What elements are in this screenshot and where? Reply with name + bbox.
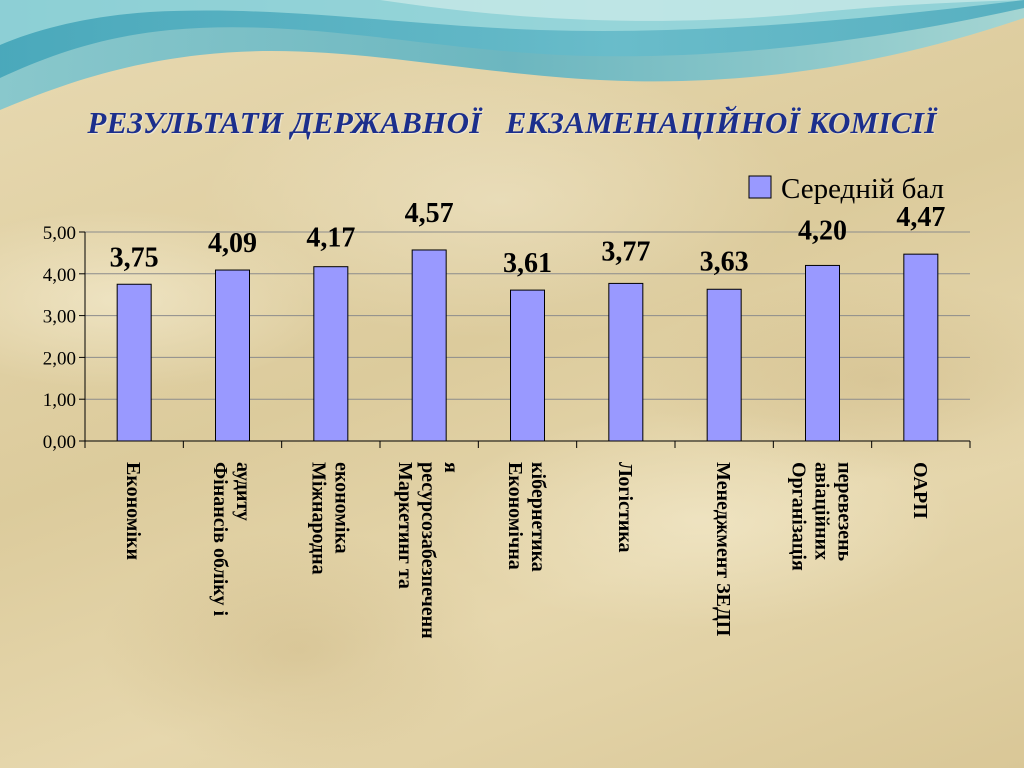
data-label: 3,77 (601, 236, 650, 267)
data-labels: 3,75 4,09 4,17 4,57 3,61 3,77 3,63 4,20 4,47 (110, 198, 946, 279)
y-tick-label: 2,00 (43, 348, 76, 369)
category-label: Економічна кібернетика (504, 462, 549, 572)
category-label-line: ресурсозабезпеченн (417, 462, 439, 639)
legend-label: Середній бал (781, 173, 944, 205)
y-tick-label: 5,00 (43, 223, 76, 244)
category-labels: Економіки Фінансів обліку і аудиту Міжнарод… (122, 462, 931, 639)
data-label: 3,61 (503, 248, 552, 279)
category-label-line: ОАРП (909, 462, 931, 519)
bar (608, 282, 644, 442)
category-label: Менеджмент ЗЕДП (712, 462, 734, 637)
data-label: 4,09 (208, 228, 257, 259)
category-label: Економіки (122, 462, 144, 560)
bars (116, 249, 939, 442)
category-label: Фінансів обліку і аудиту (209, 462, 254, 617)
category-label: ОАРП (909, 462, 931, 519)
category-label-line: Логістика (614, 462, 636, 553)
bar (510, 289, 545, 442)
data-label: 3,63 (700, 246, 749, 277)
bar (215, 269, 250, 442)
bar (116, 283, 152, 442)
category-label-line: авіаційних (811, 462, 833, 560)
y-tick-label: 3,00 (43, 307, 76, 328)
category-label-line: Маркетинг та (394, 462, 416, 589)
category-label: Організація авіаційних перевезень (788, 462, 856, 571)
category-label-line: Економіки (122, 462, 144, 560)
y-tick-label: 0,00 (43, 432, 76, 453)
data-label: 3,75 (110, 242, 159, 273)
data-label: 4,17 (306, 223, 355, 254)
category-label: Маркетинг та ресурсозабезпеченн я (394, 462, 462, 639)
page-title: РЕЗУЛЬТАТИ ДЕРЖАВНОЇ ЕКЗАМЕНАЦІЙНОЇ КОМІ… (87, 105, 937, 140)
category-label-line: я (440, 462, 462, 473)
wave-decoration (0, 0, 1024, 110)
category-label-line: Організація (788, 462, 810, 571)
category-label-line: кібернетика (527, 462, 549, 572)
legend-swatch (748, 175, 772, 199)
data-label: 4,20 (798, 215, 847, 246)
category-label-line: Економічна (504, 462, 526, 570)
axes: 0,00 1,00 2,00 3,00 4,00 5,00 (43, 223, 971, 453)
bar (411, 249, 447, 442)
category-label-line: перевезень (834, 462, 856, 562)
data-label: 4,57 (405, 198, 454, 229)
category-label-line: Фінансів обліку і (209, 462, 231, 617)
category-label-line: Міжнародна (307, 462, 329, 575)
legend: Середній бал (748, 173, 944, 205)
bar (313, 266, 349, 442)
category-label-line: економіка (330, 462, 352, 554)
bar (805, 264, 840, 442)
bar (903, 253, 939, 442)
data-label: 4,47 (896, 202, 945, 233)
bar (706, 288, 742, 442)
y-tick-label: 4,00 (43, 265, 76, 286)
y-tick-label: 1,00 (43, 390, 76, 411)
category-label: Міжнародна економіка (307, 462, 352, 575)
category-label: Логістика (614, 462, 636, 553)
category-label-line: аудиту (232, 462, 254, 521)
category-label-line: Менеджмент ЗЕДП (712, 462, 734, 637)
